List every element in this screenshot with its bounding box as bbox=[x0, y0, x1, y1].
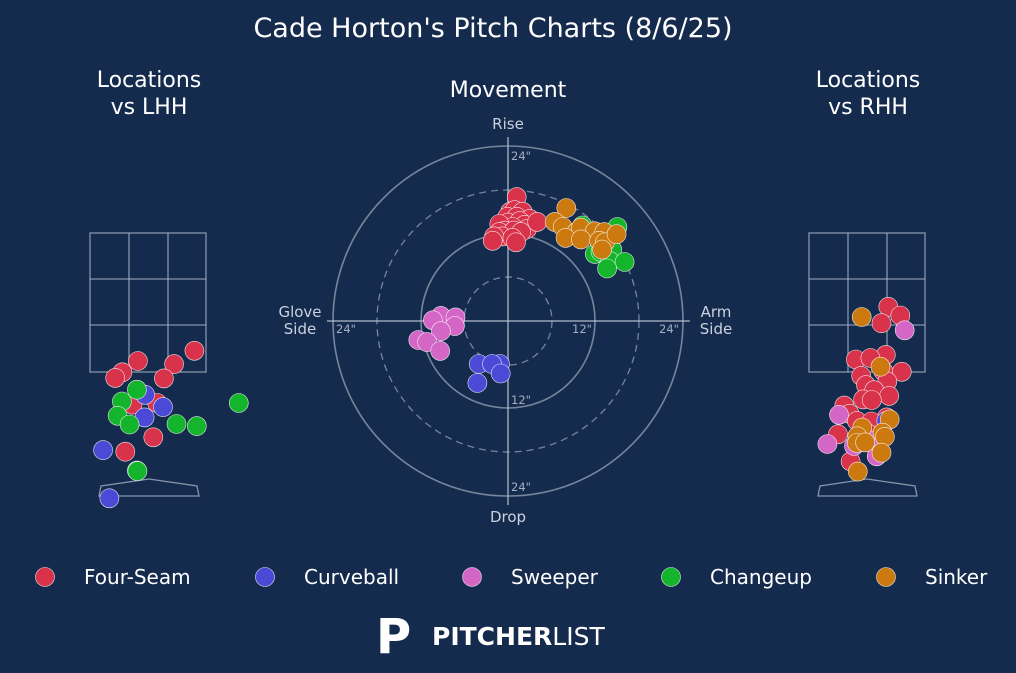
lhh-zone bbox=[89, 232, 207, 497]
rhh-point-four-seam bbox=[891, 361, 912, 382]
movement-point-curveball bbox=[490, 363, 511, 384]
movement-point-sinker bbox=[606, 224, 627, 244]
rhh-point-four-seam bbox=[861, 390, 882, 410]
legend-label-sweeper: Sweeper bbox=[511, 565, 599, 589]
axis-label-rise: Rise bbox=[492, 115, 524, 133]
lhh-point-changeup bbox=[166, 414, 187, 434]
ring-label-bottom-24: 24" bbox=[511, 480, 531, 494]
movement-point-sinker bbox=[556, 198, 577, 218]
legend-item-sinker: Sinker bbox=[876, 565, 988, 589]
lhh-point-four-seam bbox=[115, 441, 136, 462]
lhh-point-changeup bbox=[229, 393, 249, 413]
rhh-point-sinker bbox=[870, 356, 891, 377]
rhh-title-line2: vs RHH bbox=[828, 95, 908, 120]
rhh-point-sinker bbox=[875, 426, 895, 447]
rhh-point-sinker bbox=[871, 442, 892, 463]
legend-marker-changeup bbox=[661, 567, 681, 587]
rhh-point-four-seam bbox=[879, 386, 900, 406]
movement-point-changeup bbox=[614, 252, 635, 272]
lhh-point-changeup bbox=[127, 379, 147, 400]
lhh-title-line2: vs LHH bbox=[111, 95, 188, 120]
pitcherlist-logo: P PITCHERLIST bbox=[376, 609, 605, 665]
ring-label-right-12: 12" bbox=[572, 322, 592, 336]
rhh-point-sweeper bbox=[817, 434, 838, 454]
rhh-point-sweeper bbox=[829, 404, 849, 425]
chart-title: Cade Horton's Pitch Charts (8/6/25) bbox=[253, 13, 732, 44]
axis-label-glove-2: Side bbox=[284, 320, 316, 338]
lhh-point-four-seam bbox=[143, 427, 164, 448]
axis-label-arm-1: Arm bbox=[701, 303, 732, 321]
legend: Four-Seam Curveball Sweeper Changeup Sin… bbox=[35, 565, 988, 589]
movement-point-curveball bbox=[467, 373, 488, 393]
movement-point-sinker bbox=[592, 239, 612, 260]
movement-point-sweeper bbox=[431, 321, 451, 342]
lhh-point-curveball bbox=[153, 397, 173, 417]
rhh-point-sinker bbox=[851, 307, 872, 327]
legend-item-changeup: Changeup bbox=[661, 565, 812, 589]
legend-item-curveball: Curveball bbox=[255, 565, 399, 589]
lhh-point-four-seam bbox=[164, 354, 184, 374]
pitcherlist-logo-mark: P bbox=[376, 609, 411, 665]
legend-marker-four-seam bbox=[35, 567, 55, 587]
lhh-point-changeup bbox=[127, 461, 148, 481]
movement-point-sweeper bbox=[430, 341, 451, 361]
movement-point-changeup bbox=[597, 258, 617, 279]
movement-title: Movement bbox=[450, 78, 567, 103]
ring-label-right-24: 24" bbox=[659, 322, 679, 336]
legend-item-sweeper: Sweeper bbox=[462, 565, 599, 589]
lhh-point-curveball bbox=[93, 440, 113, 460]
movement-point-four-seam bbox=[506, 232, 526, 253]
axis-label-arm-2: Side bbox=[700, 320, 732, 338]
legend-item-four-seam: Four-Seam bbox=[35, 565, 191, 589]
movement-point-four-seam bbox=[527, 212, 548, 232]
ring-label-top-24: 24" bbox=[511, 149, 531, 163]
axis-label-glove-1: Glove bbox=[278, 303, 321, 321]
legend-label-curveball: Curveball bbox=[304, 565, 399, 589]
lhh-point-four-seam bbox=[154, 368, 174, 389]
movement-point-sinker bbox=[571, 229, 591, 250]
lhh-point-four-seam bbox=[184, 340, 205, 361]
legend-marker-sinker bbox=[876, 567, 896, 587]
lhh-point-four-seam bbox=[105, 368, 125, 388]
movement-point-four-seam bbox=[482, 231, 503, 251]
lhh-point-changeup bbox=[187, 416, 207, 436]
lhh-home-plate bbox=[98, 478, 200, 497]
ring-label-left-24: 24" bbox=[336, 322, 356, 336]
legend-label-four-seam: Four-Seam bbox=[84, 565, 191, 589]
lhh-title-line1: Locations bbox=[97, 68, 202, 93]
rhh-title-line1: Locations bbox=[816, 68, 921, 93]
lhh-point-curveball bbox=[99, 488, 120, 509]
legend-label-sinker: Sinker bbox=[925, 565, 988, 589]
axis-label-drop: Drop bbox=[490, 508, 526, 526]
lhh-point-four-seam bbox=[128, 351, 148, 371]
ring-label-bottom-12: 12" bbox=[511, 393, 531, 407]
lhh-zone-outline bbox=[89, 232, 207, 373]
rhh-home-plate bbox=[817, 478, 918, 497]
rhh-point-sweeper bbox=[894, 320, 915, 341]
rhh-point-sinker bbox=[847, 461, 868, 482]
pitch-marks bbox=[93, 187, 915, 509]
rhh-point-four-seam bbox=[871, 313, 892, 334]
lhh-point-changeup bbox=[119, 414, 140, 435]
legend-marker-curveball bbox=[255, 567, 275, 587]
rhh-point-sinker bbox=[855, 432, 875, 453]
pitcherlist-wordmark: PITCHERLIST bbox=[432, 622, 605, 651]
legend-label-changeup: Changeup bbox=[710, 565, 812, 589]
legend-marker-sweeper bbox=[462, 567, 482, 587]
brand-pitcher: PITCHER bbox=[432, 622, 552, 651]
brand-list: LIST bbox=[552, 622, 605, 651]
